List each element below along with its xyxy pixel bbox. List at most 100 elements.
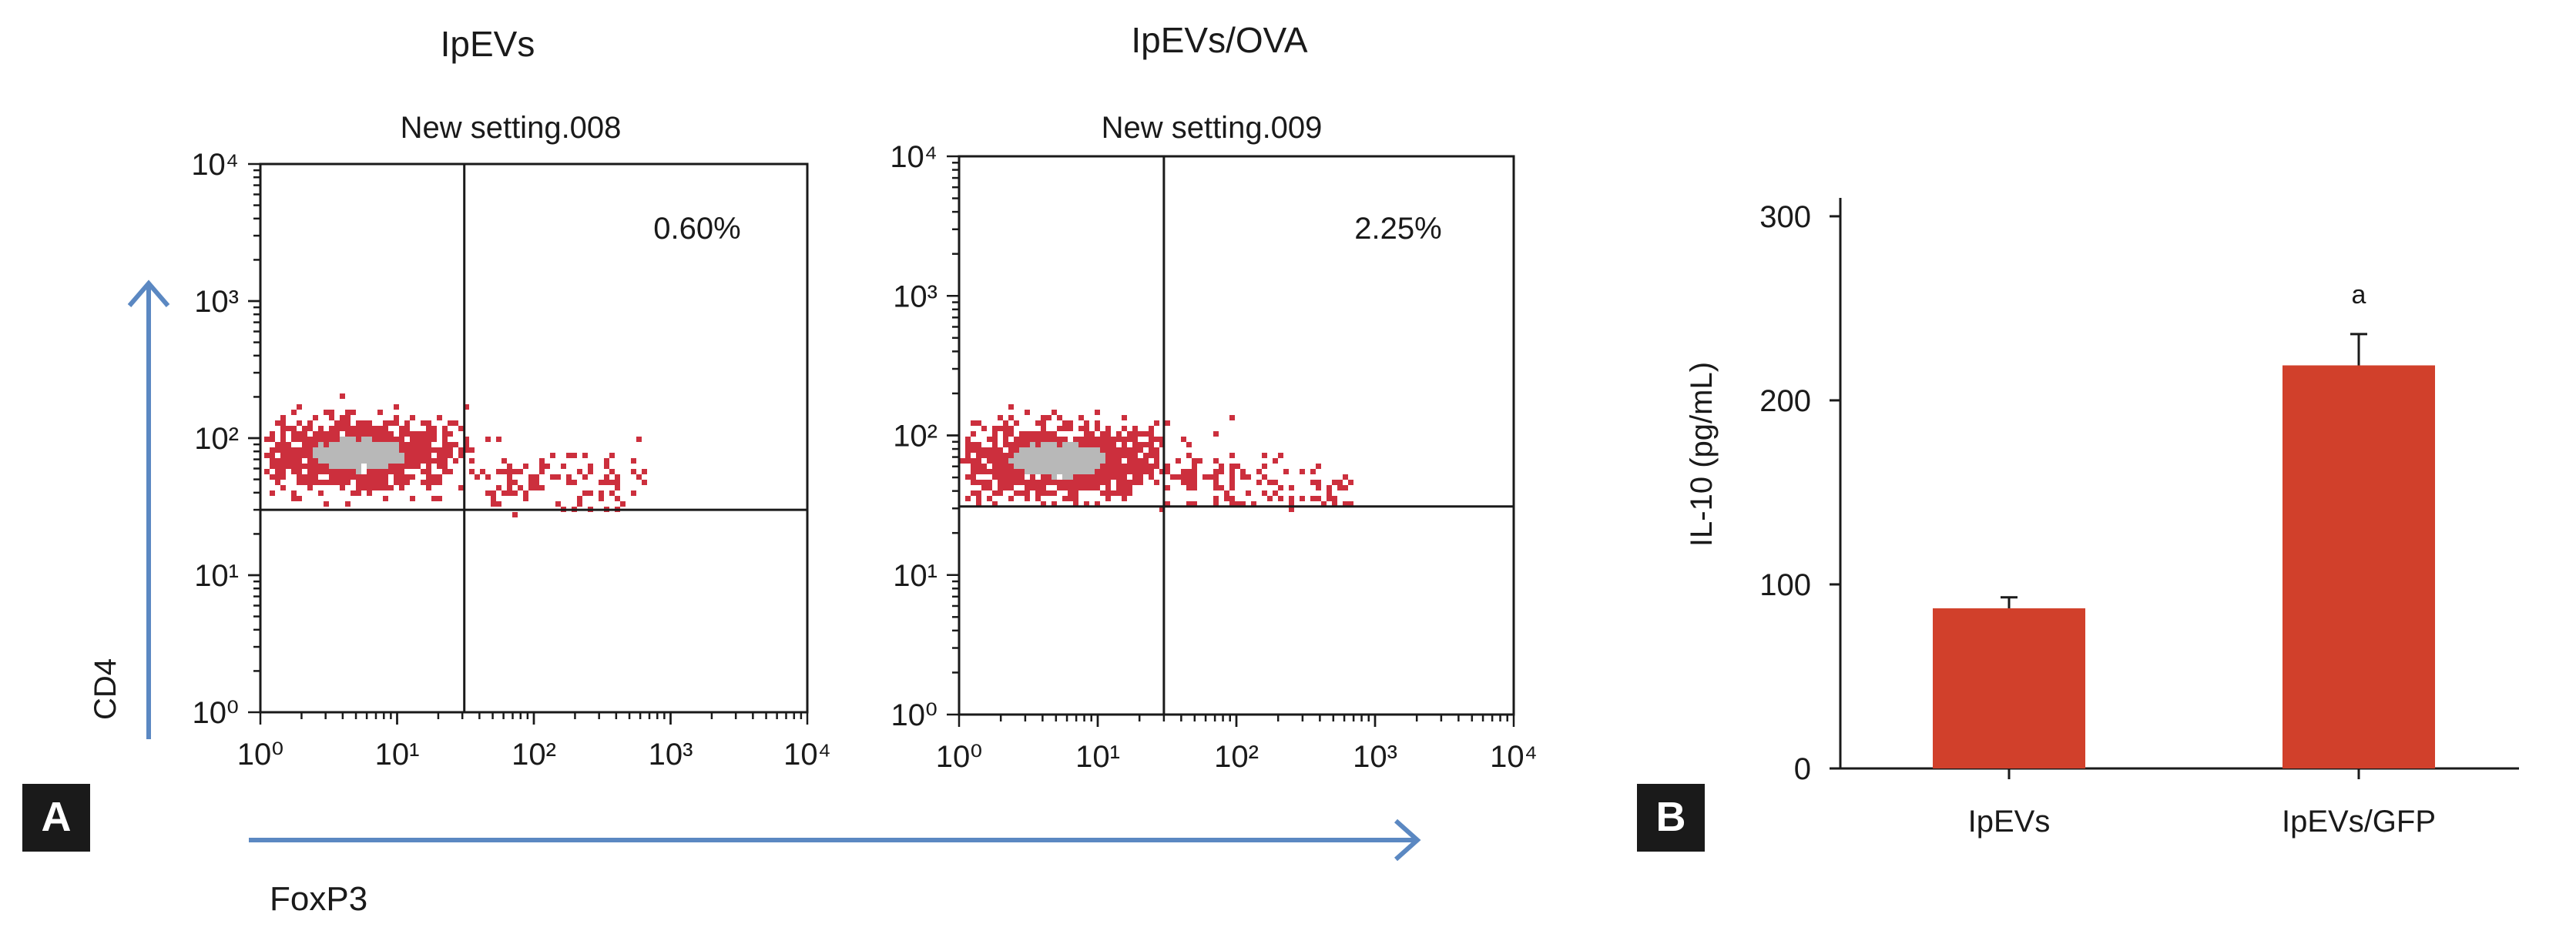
event-dot (976, 480, 981, 485)
event-dot (351, 458, 356, 464)
event-dot (421, 469, 426, 474)
event-dot (1073, 458, 1078, 464)
event-dot (577, 469, 582, 474)
event-dot (631, 469, 636, 474)
event-dot (302, 474, 307, 480)
event-dot (334, 426, 340, 431)
event-dot (291, 496, 297, 501)
event-dot (302, 464, 307, 469)
event-dot (399, 431, 404, 437)
event-dot (1068, 453, 1073, 458)
event-dot (965, 437, 971, 442)
event-dot (275, 480, 280, 485)
event-dot (1170, 474, 1176, 480)
event-dot (377, 469, 383, 474)
event-dot (356, 458, 361, 464)
event-dot (1122, 496, 1127, 501)
event-dot (1041, 447, 1046, 453)
event-dot (1343, 474, 1348, 480)
event-dot (1068, 469, 1073, 474)
event-dot (372, 480, 377, 485)
event-dot (1073, 474, 1078, 480)
event-dot (404, 426, 410, 431)
event-dot (1035, 431, 1041, 437)
event-dot (297, 474, 302, 480)
event-dot (1084, 437, 1089, 442)
event-dot (275, 458, 280, 464)
event-dot (1095, 420, 1100, 426)
event-dot (345, 447, 351, 453)
event-dot (1100, 437, 1105, 442)
event-dot (491, 501, 496, 507)
event-dot (1019, 447, 1025, 453)
event-dot (275, 447, 280, 453)
event-dot (496, 469, 501, 474)
event-dot (1041, 501, 1046, 507)
event-dot (334, 464, 340, 469)
event-dot (318, 480, 324, 485)
event-dot (992, 490, 998, 496)
event-dot (1019, 490, 1025, 496)
event-dot (1105, 426, 1111, 431)
event-dot (1068, 426, 1073, 431)
event-dot (971, 442, 976, 447)
event-dot (1240, 469, 1246, 474)
event-dot (356, 485, 361, 490)
event-dot (1041, 437, 1046, 442)
event-dot (351, 469, 356, 474)
event-dot (307, 420, 313, 426)
y-tick-labels: 10⁰ 10¹ 10² 10³ 10⁴ (890, 140, 937, 732)
event-dot (318, 469, 324, 474)
event-dot (324, 453, 329, 458)
event-dot (324, 437, 329, 442)
event-dot (453, 458, 458, 464)
event-dot (270, 447, 275, 453)
event-dots (264, 393, 647, 517)
event-dot (1041, 442, 1046, 447)
event-dot (1316, 496, 1321, 501)
event-dot (313, 415, 318, 420)
event-dot (1089, 442, 1095, 447)
event-dot (1111, 442, 1116, 447)
event-dot (1030, 464, 1035, 469)
event-dot (1127, 431, 1132, 437)
event-dot (485, 490, 491, 496)
event-dot (1073, 469, 1078, 474)
event-dot (280, 437, 286, 442)
event-dot (415, 464, 421, 469)
il10-bar-chart: IL-10 (pg/mL) 0 100 200 300 IpEVs IpEVs/GFP a (1685, 198, 2519, 839)
event-dot (992, 447, 998, 453)
event-dot (1337, 480, 1343, 485)
event-dot (399, 437, 404, 442)
event-dot (275, 464, 280, 469)
event-dot (1008, 404, 1014, 410)
bar-labels: IpEVs IpEVs/GFP a (1968, 280, 2436, 839)
event-dot (1095, 480, 1100, 485)
event-dot (361, 420, 367, 426)
event-dot (1122, 490, 1127, 496)
event-dot (992, 442, 998, 447)
event-dot (1289, 496, 1294, 501)
y-tick-label: 300 (1759, 200, 1811, 234)
event-dot (1143, 469, 1149, 474)
event-dot (1062, 420, 1068, 426)
event-dot (1105, 496, 1111, 501)
event-dot (642, 480, 647, 485)
event-dot (1041, 426, 1046, 431)
event-dot (345, 501, 351, 507)
event-dot (566, 474, 572, 480)
event-dot (1025, 410, 1030, 415)
event-dot (981, 464, 987, 469)
event-dot (1100, 431, 1105, 437)
event-dot (1019, 431, 1025, 437)
event-dot (334, 469, 340, 474)
event-dot (1073, 453, 1078, 458)
event-dot (1229, 453, 1235, 458)
event-dot (1035, 485, 1041, 490)
event-dot (1052, 437, 1057, 442)
event-dot (324, 501, 329, 507)
event-dot (1030, 469, 1035, 474)
event-dot (351, 474, 356, 480)
event-dot (334, 437, 340, 442)
event-dot (437, 453, 442, 458)
